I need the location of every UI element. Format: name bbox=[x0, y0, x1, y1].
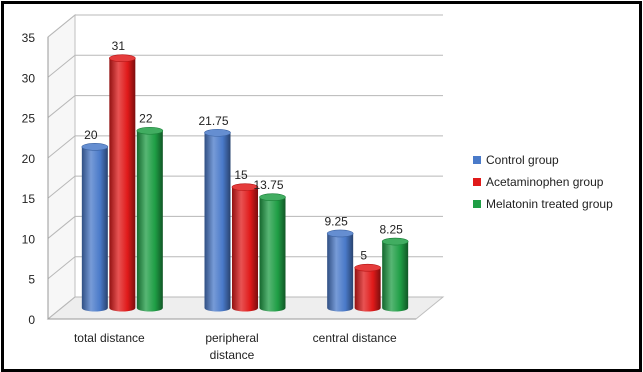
y-tick-label: 5 bbox=[28, 273, 35, 287]
legend-swatch bbox=[473, 156, 481, 164]
bar-top bbox=[326, 229, 354, 238]
bar bbox=[259, 197, 286, 312]
bar bbox=[232, 187, 258, 312]
y-tick-label: 0 bbox=[28, 313, 35, 327]
bar bbox=[382, 241, 409, 312]
data-label: 21.75 bbox=[198, 114, 228, 128]
legend-label: Control group bbox=[486, 153, 559, 167]
data-label: 22 bbox=[139, 112, 153, 126]
data-label: 15 bbox=[234, 168, 248, 182]
bar bbox=[327, 233, 354, 312]
y-tick-label: 20 bbox=[22, 152, 36, 166]
gridline bbox=[47, 175, 443, 199]
data-label: 20 bbox=[84, 128, 98, 142]
gridline bbox=[47, 95, 443, 118]
legend-swatch bbox=[473, 178, 481, 186]
bar bbox=[354, 267, 381, 312]
bar-top bbox=[109, 54, 136, 63]
bar-top bbox=[81, 143, 109, 151]
bar bbox=[81, 146, 108, 312]
x-tick-label: central distance bbox=[313, 331, 397, 345]
gridline bbox=[47, 296, 443, 320]
bar-top bbox=[231, 183, 259, 191]
data-label: 31 bbox=[112, 39, 126, 53]
side-wall bbox=[47, 13, 76, 321]
y-tick-label: 35 bbox=[22, 31, 36, 45]
gridline bbox=[47, 215, 443, 239]
x-tick-label-line: total distance bbox=[74, 331, 145, 345]
y-tick-label: 30 bbox=[22, 71, 36, 85]
bar-top bbox=[381, 237, 409, 246]
gridline bbox=[47, 14, 443, 38]
x-tick-label: peripheral distance bbox=[205, 331, 258, 362]
data-label: 9.25 bbox=[324, 214, 348, 228]
x-tick-label-line: peripheral bbox=[205, 331, 258, 345]
x-tick-label: total distance bbox=[74, 331, 145, 345]
y-tick-label: 25 bbox=[22, 112, 36, 126]
legend-swatch bbox=[473, 200, 481, 208]
y-tick-label: 15 bbox=[22, 192, 36, 206]
data-label: 5 bbox=[360, 249, 367, 263]
bar bbox=[136, 130, 163, 312]
gridline bbox=[47, 54, 443, 78]
bar bbox=[109, 58, 136, 312]
legend-label: Melatonin treated group bbox=[486, 197, 613, 211]
data-label: 8.25 bbox=[379, 223, 403, 237]
gridline bbox=[47, 135, 443, 159]
gridline bbox=[47, 256, 443, 280]
legend-label: Acetaminophen group bbox=[486, 175, 604, 189]
y-tick-label: 10 bbox=[22, 232, 36, 246]
data-label: 13.75 bbox=[253, 178, 283, 192]
bar bbox=[204, 132, 231, 312]
bar-top bbox=[204, 128, 231, 137]
bar-top bbox=[259, 193, 286, 202]
x-tick-label-line: central distance bbox=[313, 331, 397, 345]
bar-top bbox=[136, 126, 164, 135]
x-tick-label-line: distance bbox=[210, 348, 255, 362]
bar-top bbox=[354, 263, 381, 272]
